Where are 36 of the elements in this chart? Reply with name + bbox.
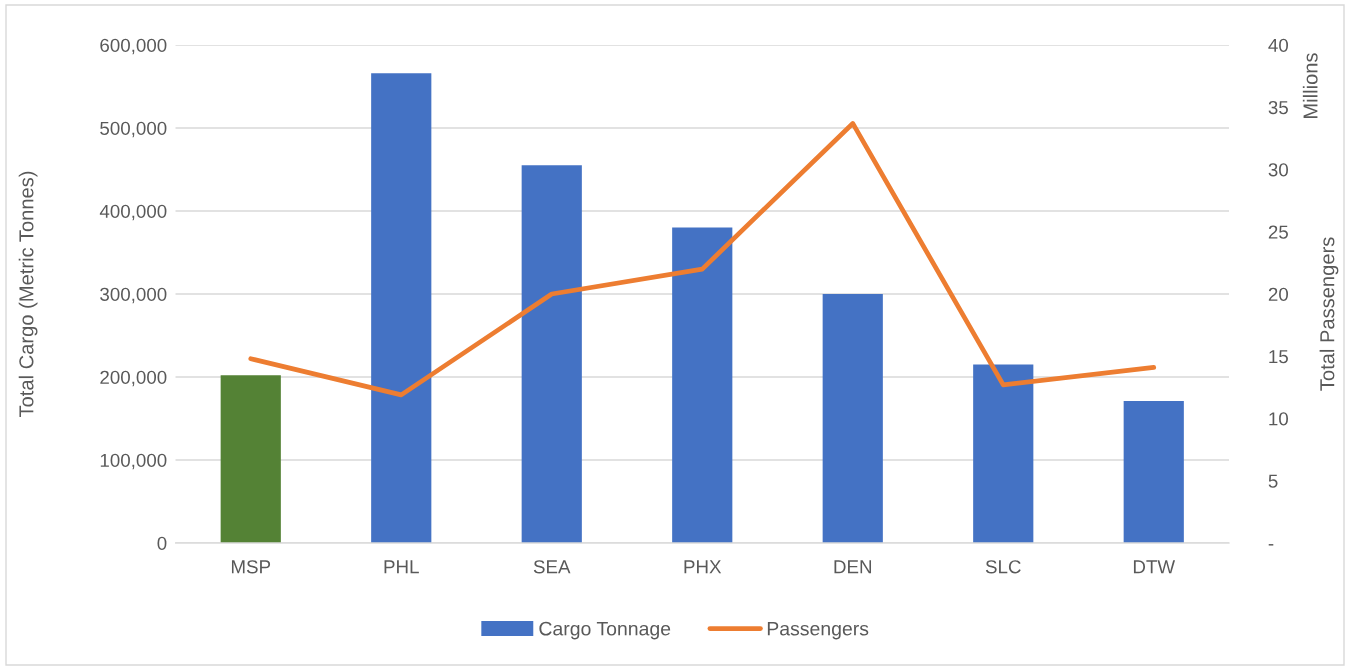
y2-tick-label: 5 — [1268, 474, 1278, 488]
y-axis-title: Total Cargo (Metric Tonnes) — [18, 171, 38, 418]
line-series — [248, 121, 1157, 398]
x-tick-label: PHL — [384, 560, 419, 574]
text: Millions — [1302, 53, 1318, 118]
y-tick-label: 100,000 — [100, 453, 167, 470]
y2-tick-label: 10 — [1269, 412, 1289, 426]
bar — [822, 294, 883, 543]
y-tick-label: 500,000 — [100, 121, 167, 138]
x-tick-label: MSP — [231, 560, 271, 574]
x-tick-label: PHX — [684, 560, 722, 574]
y-tick-label: 300,000 — [100, 287, 167, 304]
legend-label: Cargo Tonnage — [539, 621, 671, 640]
x-tick-label: DTW — [1133, 560, 1176, 574]
y-tick-label: 200,000 — [100, 370, 167, 387]
x-tick-label: SEA — [533, 560, 571, 574]
bar — [371, 73, 432, 543]
y2-axis-title: Total Passengers — [1319, 237, 1339, 391]
y2-tick-label: 30 — [1268, 163, 1289, 177]
y2-tick-label: 25 — [1268, 225, 1288, 239]
y2-tick-label: 40 — [1268, 38, 1289, 52]
y2-tick-label: 35 — [1268, 100, 1288, 115]
y2-tick-label: 20 — [1268, 287, 1289, 301]
bar — [521, 165, 582, 543]
bar — [973, 364, 1034, 543]
bar — [672, 227, 733, 543]
y-tick-label: 400,000 — [99, 204, 167, 221]
y2-tick-label: 15 — [1269, 350, 1288, 364]
y2-tick-label: - — [1268, 544, 1274, 546]
legend-label: Passengers — [767, 621, 869, 640]
y-tick-label: 0 — [157, 536, 167, 550]
x-tick-label: SLC — [985, 560, 1021, 574]
bar — [220, 375, 281, 543]
bar — [1123, 401, 1184, 543]
x-tick-label: DEN — [834, 560, 872, 574]
y-tick-label: 600,000 — [100, 38, 167, 55]
